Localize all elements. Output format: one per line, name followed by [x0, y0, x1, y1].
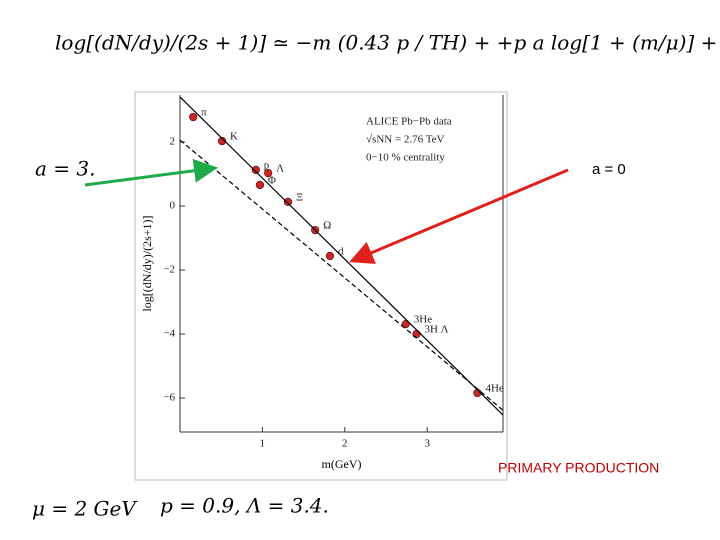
y-tick-label: −4 — [163, 328, 175, 340]
point — [217, 136, 227, 146]
mu-text: μ = 2 GeV — [32, 497, 138, 521]
y-tick-label: −2 — [163, 264, 175, 276]
x-axis-label: m(GeV) — [322, 457, 362, 471]
x-tick-label: 3 — [424, 438, 430, 450]
point-label: d — [338, 246, 344, 258]
x-tick-label: 2 — [342, 438, 348, 450]
point — [325, 251, 335, 261]
point-label: 3H Λ — [424, 324, 448, 336]
x-tick-label: 1 — [260, 438, 266, 450]
y-tick-label: 0 — [170, 200, 176, 212]
point-label: 4He — [485, 382, 503, 394]
point — [264, 168, 273, 178]
point-label: p — [264, 159, 270, 171]
point — [283, 197, 293, 206]
inset-text: √sNN = 2.76 TeV — [366, 134, 445, 146]
point — [401, 320, 410, 329]
primary-label: PRIMARY PRODUCTION — [498, 460, 659, 476]
point-label: 3He — [414, 314, 432, 326]
y-tick-label: 2 — [170, 136, 176, 148]
point — [189, 112, 198, 122]
point-label: Λ — [276, 163, 284, 175]
point-label: Φ — [268, 174, 276, 186]
y-tick-label: −6 — [163, 392, 175, 404]
arrow — [84, 158, 218, 187]
annotation-right: a = 0 — [592, 161, 626, 178]
arrow — [349, 168, 569, 264]
point-label: Ω — [323, 220, 331, 232]
point-label: π — [201, 107, 207, 119]
point-label: Ξ — [296, 191, 303, 203]
inset-text: 0−10 % centrality — [366, 152, 445, 164]
plot: 2 0 −2 −4 −6 1 2 3 m(GeV) log[(dN/dy)/(2s+1)] ALIC… — [140, 95, 504, 471]
point — [251, 165, 260, 174]
point — [412, 329, 421, 339]
fit-line — [179, 139, 504, 411]
y-axis-label: log[(dN/dy)/(2s+1)] — [140, 215, 154, 311]
point — [255, 180, 265, 190]
fit-line — [179, 96, 504, 416]
inset-text: ALICE Pb−Pb data — [366, 116, 452, 128]
params-text: p = 0.9, Λ = 3.4. — [160, 494, 329, 518]
annotation-left: a = 3. — [35, 157, 95, 181]
formula: log[(dN/dy)/(2s + 1)] ≃ −m (0.43 p / TH)… — [55, 31, 720, 55]
figure-frame — [134, 91, 508, 481]
point-label: K — [230, 131, 238, 143]
